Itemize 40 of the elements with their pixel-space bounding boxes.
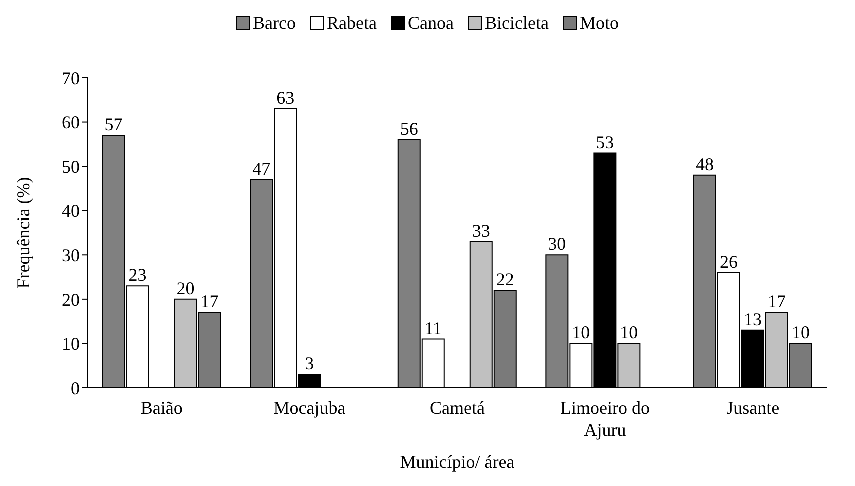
data-label: 48 bbox=[696, 154, 714, 174]
y-tick-label: 70 bbox=[62, 68, 80, 88]
x-axis-title: Município/ área bbox=[400, 452, 515, 472]
data-label: 57 bbox=[104, 114, 123, 135]
data-label: 23 bbox=[128, 265, 147, 286]
legend-label: Barco bbox=[253, 12, 296, 34]
data-label: 17 bbox=[200, 292, 219, 312]
data-label: 10 bbox=[572, 322, 590, 343]
legend-label: Bicicleta bbox=[484, 12, 549, 34]
y-tick-label: 40 bbox=[62, 201, 80, 222]
data-label: 30 bbox=[548, 234, 566, 254]
data-label: 26 bbox=[720, 252, 738, 272]
data-label: 13 bbox=[744, 309, 762, 330]
data-label: 22 bbox=[496, 270, 514, 290]
legend-label: Canoa bbox=[408, 12, 454, 34]
data-label: 47 bbox=[252, 158, 271, 179]
data-label: 17 bbox=[768, 292, 786, 312]
x-tick-label: Mocajuba bbox=[274, 398, 346, 418]
legend-label: Rabeta bbox=[327, 12, 377, 34]
y-tick-label: 50 bbox=[62, 156, 80, 177]
data-label: 33 bbox=[472, 220, 490, 241]
data-label: 3 bbox=[305, 354, 314, 374]
data-label: 20 bbox=[176, 278, 195, 298]
data-label: 56 bbox=[400, 119, 418, 139]
y-axis-title: Frequência (%) bbox=[13, 177, 34, 289]
y-tick-label: 30 bbox=[62, 246, 80, 266]
x-tick-label: Jusante bbox=[726, 398, 780, 418]
x-tick-label: Cametá bbox=[430, 398, 485, 418]
y-tick-label: 10 bbox=[62, 334, 80, 354]
data-label: 10 bbox=[792, 322, 810, 343]
x-tick-label: Baião bbox=[140, 398, 183, 418]
y-tick-label: 20 bbox=[62, 290, 80, 310]
data-label: 53 bbox=[596, 132, 614, 152]
data-label: 11 bbox=[424, 318, 442, 338]
y-tick-label: 60 bbox=[62, 112, 80, 133]
x-tick-label: Limoeiro do Ajuru bbox=[560, 398, 650, 440]
y-tick-label: 0 bbox=[71, 378, 80, 398]
data-label: 10 bbox=[620, 322, 638, 343]
data-label: 63 bbox=[276, 88, 295, 108]
legend-label: Moto bbox=[580, 12, 619, 34]
